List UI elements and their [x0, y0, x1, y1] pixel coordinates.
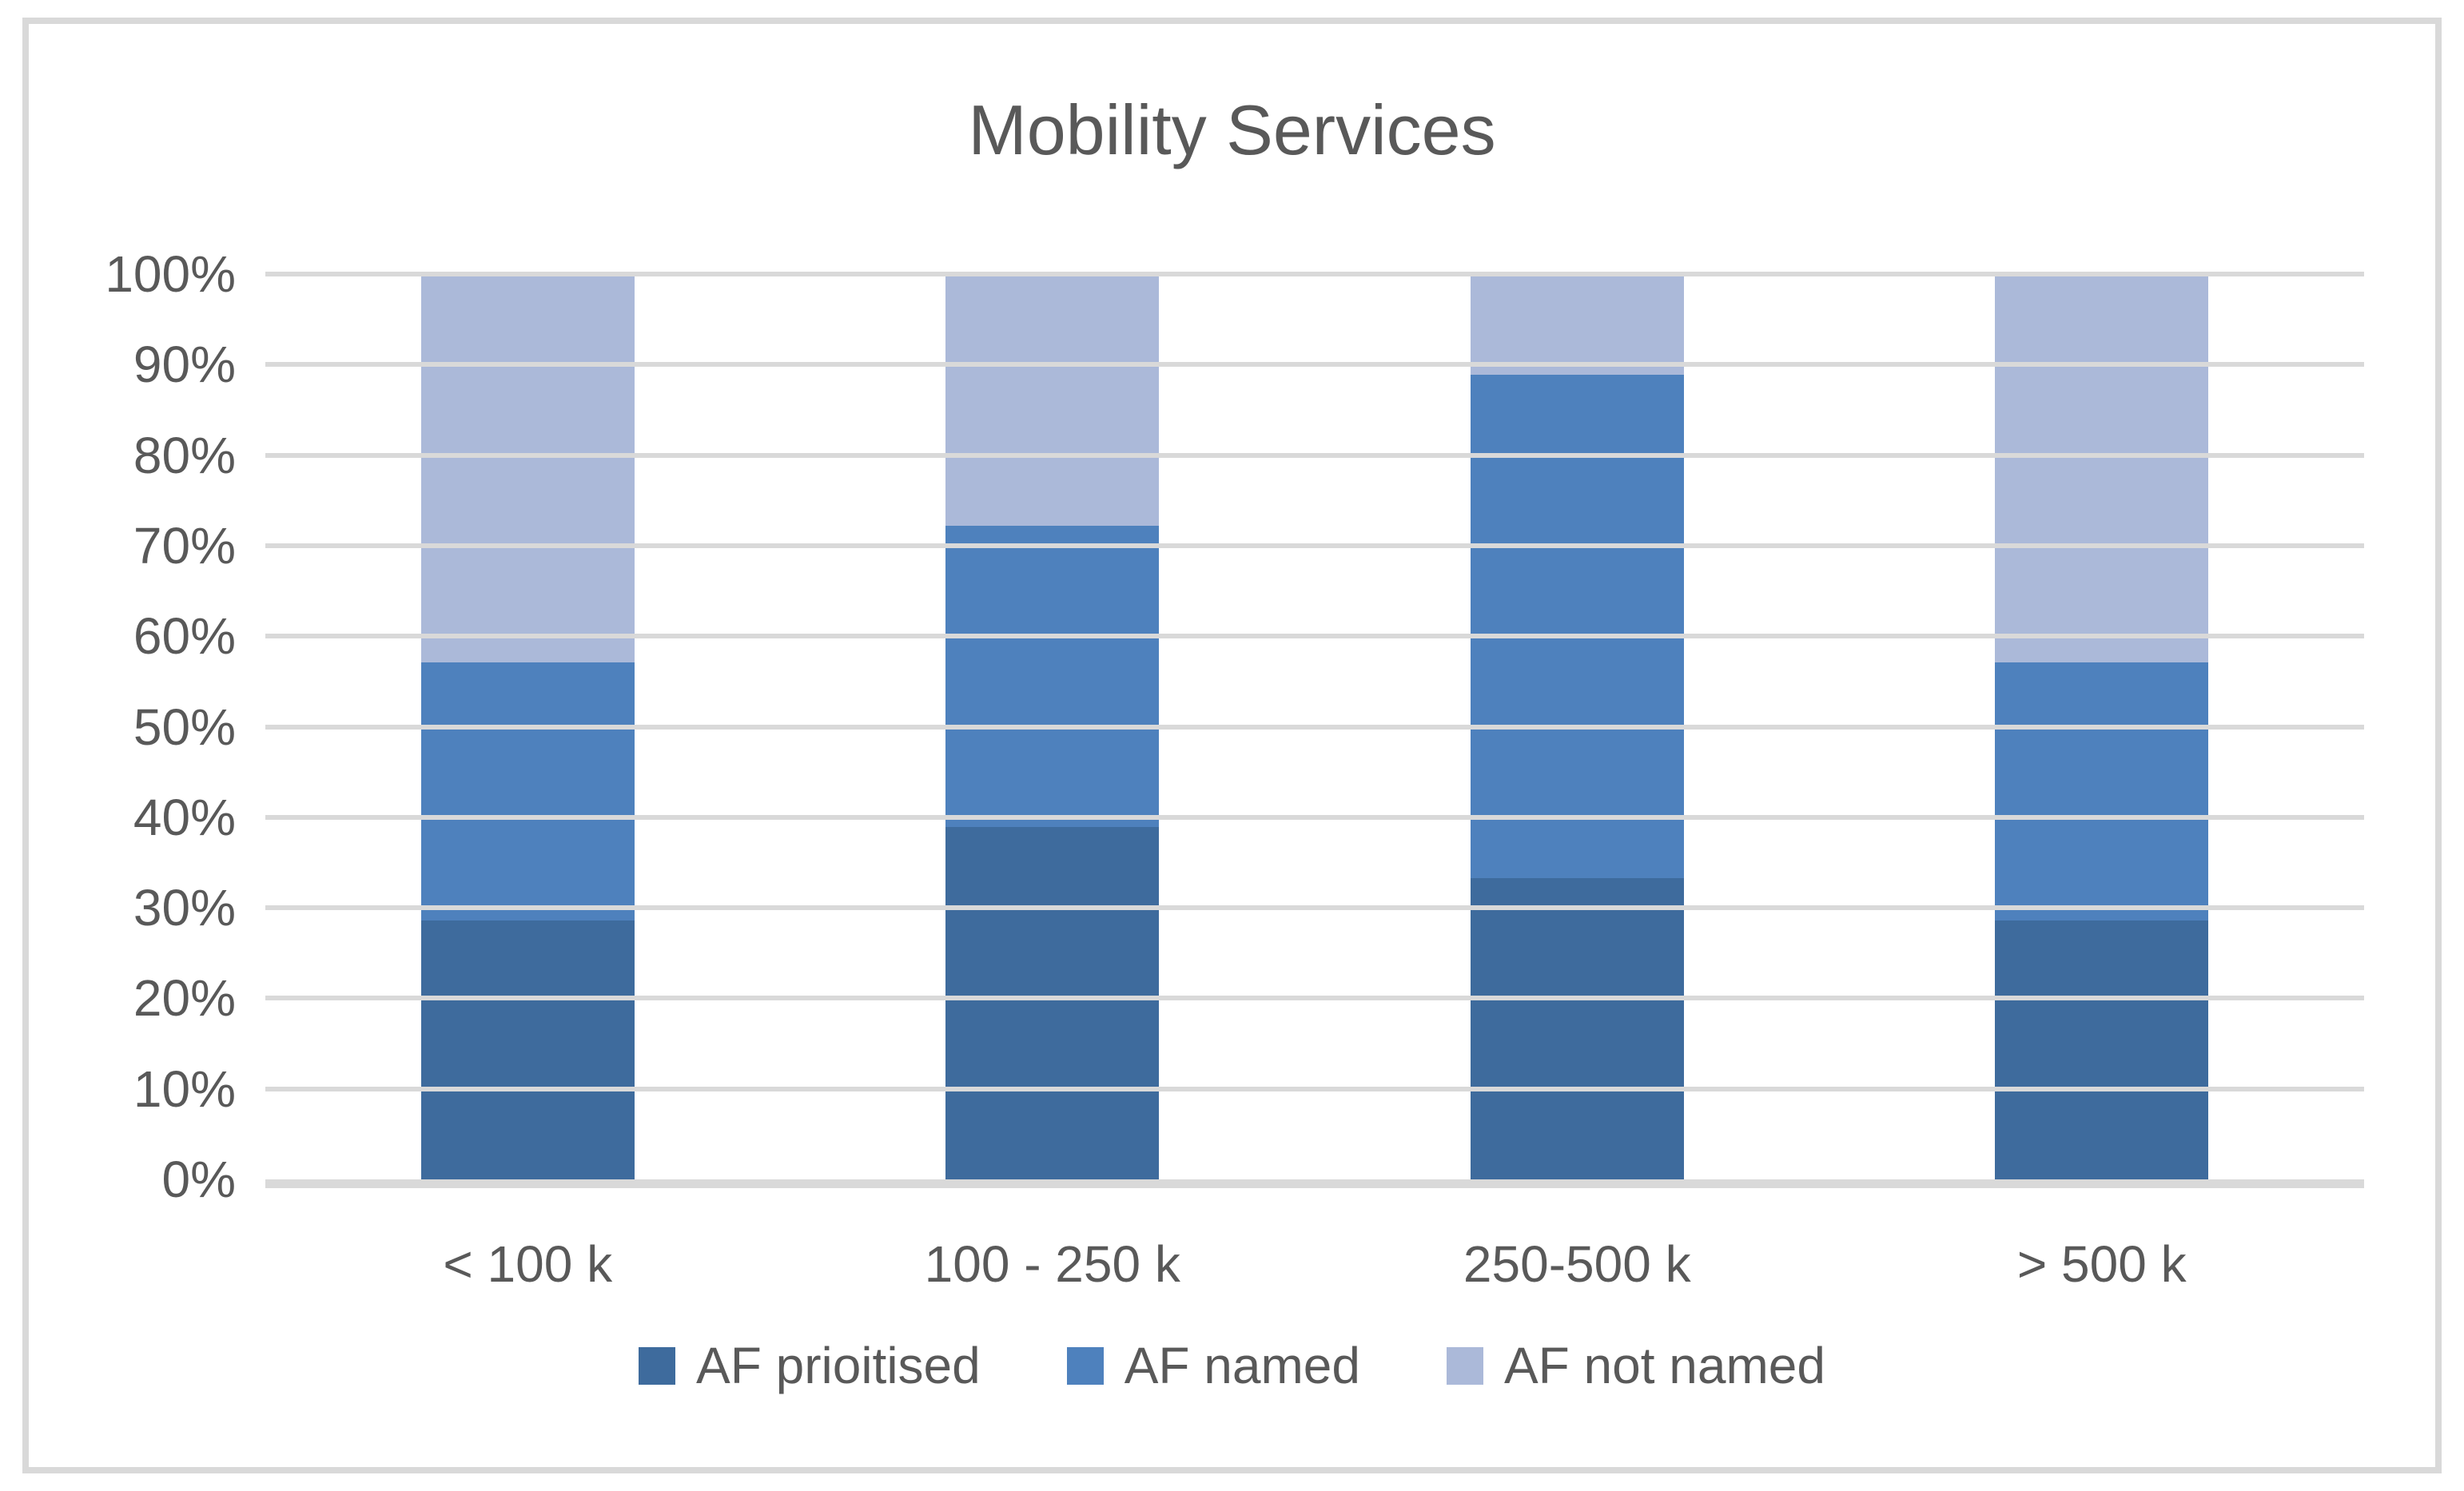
y-tick-label: 0%: [161, 1151, 237, 1208]
y-axis: 100% 90% 80% 70% 60% 50% 40% 30% 20% 10% 0%: [36, 245, 236, 1208]
y-tick-label: 40%: [133, 788, 236, 846]
category-slot: [1840, 274, 2365, 1179]
stacked-bar: [1995, 274, 2209, 1179]
bar-segment: [1995, 662, 2209, 920]
stacked-bar: [420, 274, 635, 1179]
y-tick-label: 70%: [133, 516, 236, 575]
legend: AF prioitised AF named AF not named: [0, 1336, 2464, 1395]
category-slot: [1315, 274, 1840, 1179]
legend-item: AF prioitised: [639, 1336, 981, 1395]
legend-item: AF not named: [1446, 1336, 1825, 1395]
x-tick-label: 100 - 250 k: [924, 1235, 1180, 1293]
y-tick-label: 80%: [133, 426, 236, 484]
gridline-90%: [265, 362, 2364, 368]
stacked-bar: [1470, 274, 1684, 1179]
legend-swatch: [1446, 1346, 1483, 1385]
y-tick-label: 30%: [133, 879, 236, 937]
category-axis-line: [265, 1179, 2364, 1188]
gridline-10%: [265, 1086, 2364, 1091]
bar-segment: [945, 827, 1160, 1179]
bar-segment: [420, 274, 635, 663]
legend-label: AF not named: [1503, 1337, 1825, 1394]
category-slot: [265, 274, 790, 1179]
x-tick-label: > 500 k: [2016, 1235, 2187, 1293]
x-tick-label: 250-500 k: [1463, 1235, 1691, 1293]
y-tick-label: 50%: [133, 698, 236, 756]
legend-swatch: [639, 1346, 676, 1385]
bar-segment: [1470, 274, 1684, 375]
gridline-60%: [265, 634, 2364, 639]
plot-area: [265, 272, 2364, 1188]
bars-container: [265, 274, 2364, 1179]
bar-segment: [945, 525, 1160, 828]
bar-segment: [1995, 274, 2209, 663]
legend-swatch: [1066, 1346, 1104, 1385]
x-tick-label: < 100 k: [443, 1235, 613, 1293]
category-slot: [790, 274, 1316, 1179]
y-tick-label: 100%: [105, 245, 236, 303]
y-tick-label: 90%: [133, 336, 236, 394]
gridline-50%: [265, 724, 2364, 730]
bar-segment: [1995, 920, 2209, 1179]
bar-segment: [945, 274, 1160, 526]
gridline-40%: [265, 814, 2364, 820]
bar-segment: [420, 662, 635, 920]
gridline-30%: [265, 905, 2364, 911]
gridline-70%: [265, 543, 2364, 548]
gridline-80%: [265, 452, 2364, 458]
legend-label: AF prioitised: [696, 1337, 981, 1394]
legend-label: AF named: [1124, 1337, 1360, 1394]
y-tick-label: 60%: [133, 607, 236, 666]
y-tick-label: 20%: [133, 969, 236, 1028]
bar-segment: [1470, 877, 1684, 1179]
stacked-bar: [945, 274, 1160, 1179]
gridline-100%: [265, 272, 2364, 276]
y-tick-label: 10%: [133, 1060, 236, 1118]
bar-segment: [1470, 374, 1684, 878]
bar-segment: [420, 920, 635, 1179]
x-axis: < 100 k 100 - 250 k 250-500 k > 500 k: [265, 1235, 2364, 1294]
gridline-20%: [265, 996, 2364, 1001]
chart-title: Mobility Services: [968, 90, 1496, 169]
legend-item: AF named: [1066, 1336, 1360, 1395]
